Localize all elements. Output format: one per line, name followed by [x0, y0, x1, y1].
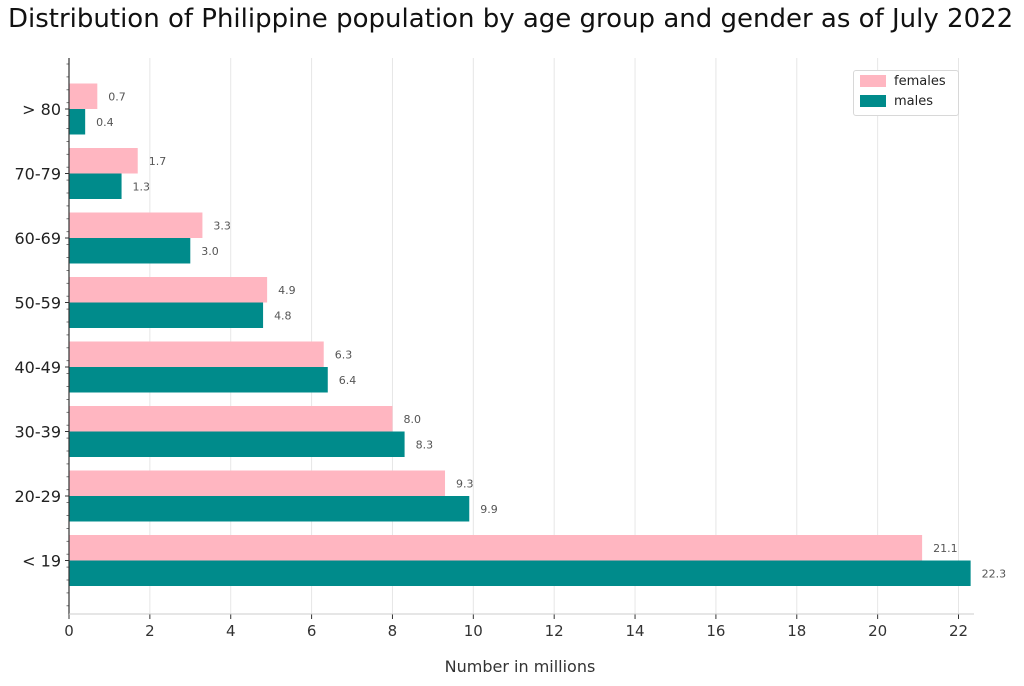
x-axis-label: Number in millions — [444, 657, 596, 676]
bar-males — [69, 238, 191, 264]
chart-title: Distribution of Philippine population by… — [8, 4, 1014, 34]
data-label-females: 4.9 — [278, 284, 296, 297]
bar-males — [69, 496, 470, 522]
legend-label-females: females — [894, 73, 946, 89]
x-tick-label: 12 — [545, 622, 564, 640]
bar-females — [69, 535, 923, 561]
bar-females — [69, 148, 138, 174]
data-label-females: 21.1 — [933, 542, 958, 555]
legend-entry-females: females — [854, 71, 958, 91]
data-label-females: 0.7 — [108, 90, 126, 103]
y-tick-label: 50-59 — [15, 294, 62, 313]
bar-males — [69, 431, 405, 457]
data-label-males: 1.3 — [133, 180, 151, 193]
data-label-males: 6.4 — [339, 374, 357, 387]
data-label-females: 8.0 — [403, 413, 421, 426]
y-tick-label: 20-29 — [15, 487, 62, 506]
bar-males — [69, 173, 122, 199]
data-label-males: 3.0 — [201, 245, 219, 258]
bar-males — [69, 367, 328, 393]
chart-legend: females males — [853, 70, 959, 116]
bar-females — [69, 212, 203, 238]
bar-females — [69, 470, 446, 496]
y-tick-label: 70-79 — [15, 165, 62, 184]
legend-swatch-females — [860, 75, 886, 87]
data-label-males: 22.3 — [982, 567, 1007, 580]
x-tick-label: 0 — [64, 622, 74, 640]
data-label-males: 4.8 — [274, 309, 292, 322]
x-tick-label: 2 — [145, 622, 155, 640]
y-tick-label: 30-39 — [15, 423, 62, 442]
x-tick-label: 20 — [868, 622, 887, 640]
bar-males — [69, 560, 971, 586]
y-tick-label: < 19 — [22, 552, 61, 571]
legend-label-males: males — [894, 93, 934, 109]
bar-females — [69, 341, 324, 367]
legend-entry-males: males — [854, 91, 958, 111]
x-tick-label: 16 — [706, 622, 725, 640]
data-label-females: 6.3 — [335, 348, 353, 361]
y-tick-label: > 80 — [22, 100, 61, 119]
x-tick-label: 6 — [307, 622, 317, 640]
data-label-males: 8.3 — [416, 438, 434, 451]
bar-males — [69, 109, 86, 135]
data-label-males: 9.9 — [480, 503, 498, 516]
data-label-females: 1.7 — [149, 155, 167, 168]
y-tick-label: 60-69 — [15, 229, 62, 248]
bar-females — [69, 406, 393, 432]
bar-females — [69, 83, 98, 109]
x-tick-label: 10 — [464, 622, 483, 640]
data-label-females: 3.3 — [213, 219, 231, 232]
x-tick-label: 18 — [787, 622, 806, 640]
data-label-females: 9.3 — [456, 477, 474, 490]
x-tick-label: 8 — [388, 622, 398, 640]
x-tick-label: 14 — [625, 622, 644, 640]
bar-males — [69, 302, 264, 328]
legend-swatch-males — [860, 95, 886, 107]
bar-females — [69, 277, 268, 303]
y-tick-label: 40-49 — [15, 358, 62, 377]
data-label-males: 0.4 — [96, 116, 114, 129]
x-tick-label: 22 — [949, 622, 968, 640]
x-tick-label: 4 — [226, 622, 236, 640]
